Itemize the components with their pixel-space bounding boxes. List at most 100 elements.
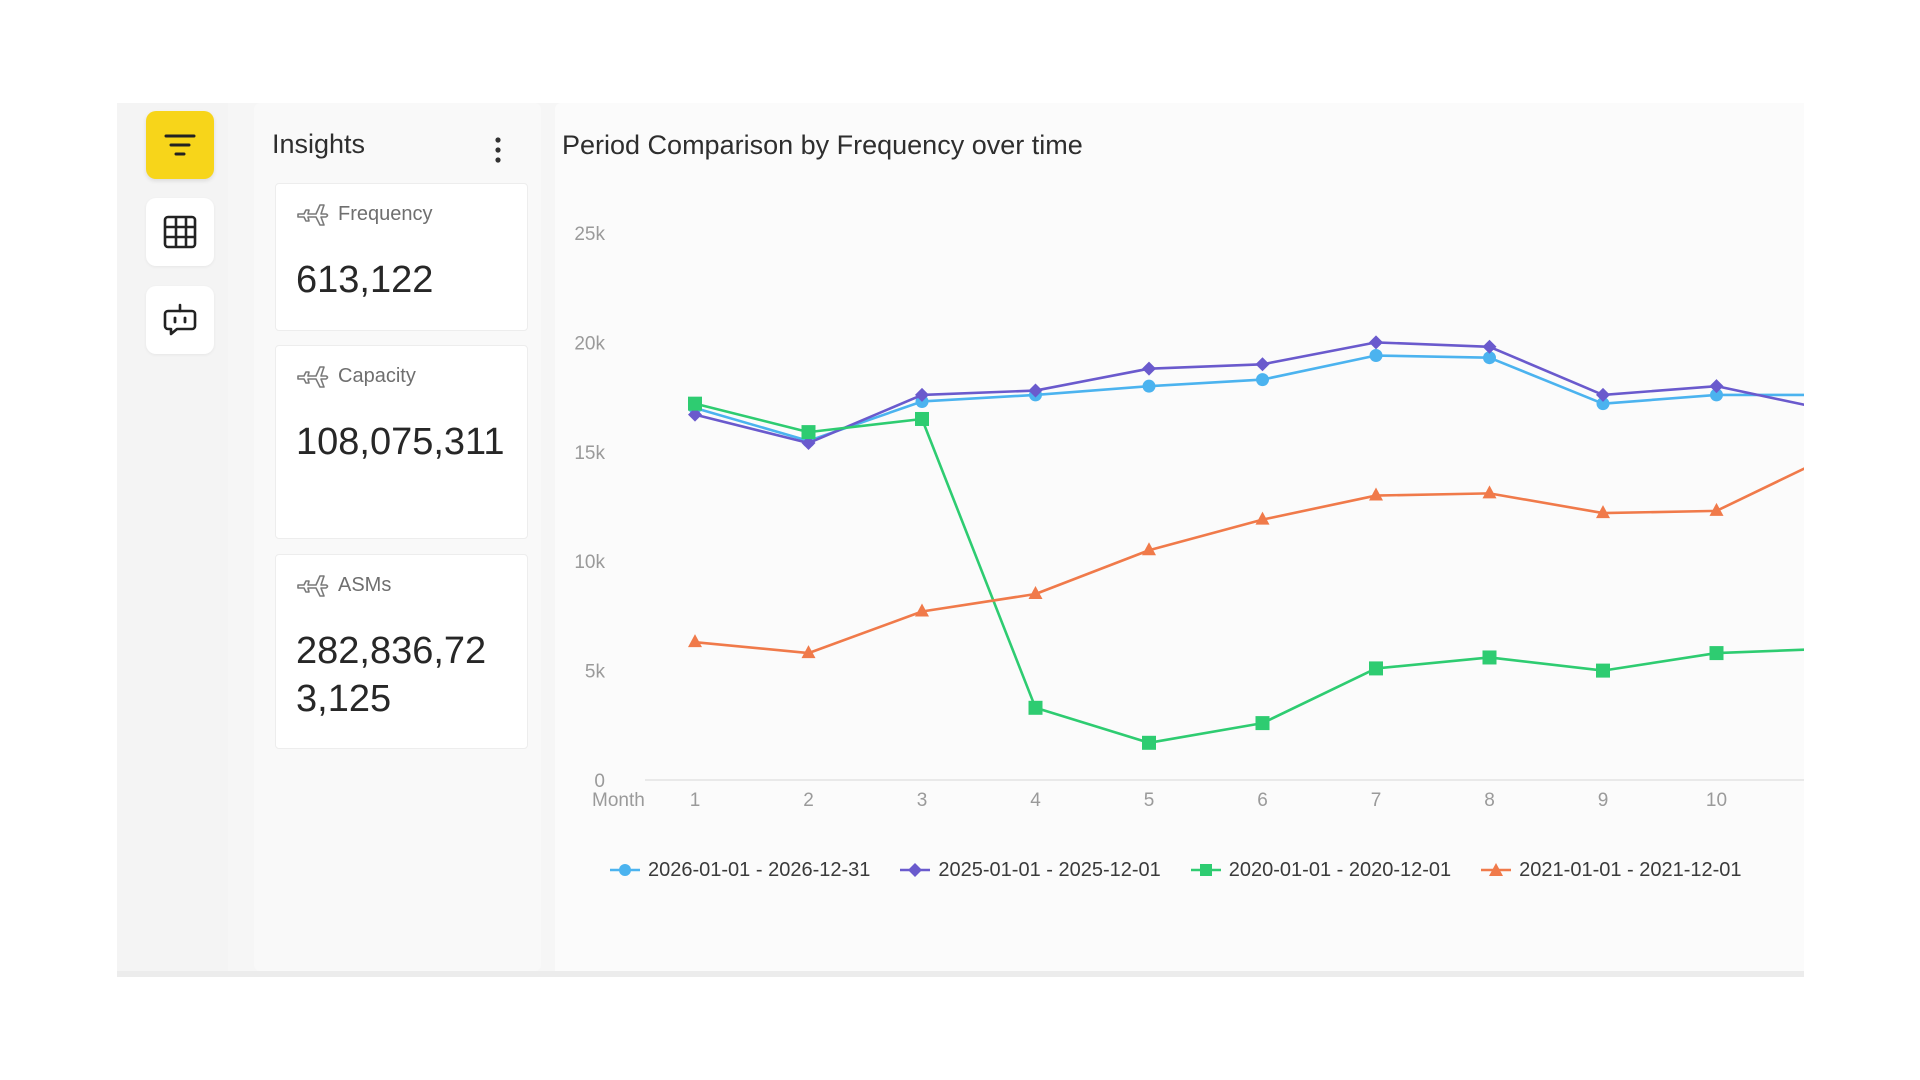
data-point	[1596, 663, 1610, 678]
x-tick-label: 5	[1144, 790, 1155, 811]
data-point	[1255, 511, 1270, 525]
x-tick-label: 9	[1598, 790, 1609, 811]
data-point	[688, 407, 702, 422]
insights-panel: Insights Frequency 613,122 Capa	[254, 103, 541, 971]
assistant-button[interactable]	[146, 286, 214, 354]
x-tick-label: 2	[803, 790, 814, 811]
legend-label: 2020-01-01 - 2020-12-01	[1228, 858, 1452, 881]
data-point	[1482, 485, 1497, 499]
x-tick-label: 8	[1484, 790, 1495, 811]
plane-icon	[297, 575, 329, 597]
data-point	[1596, 505, 1610, 519]
data-point	[801, 425, 816, 440]
data-point	[1255, 716, 1270, 731]
data-point	[1369, 335, 1383, 350]
x-tick-label: 10	[1706, 790, 1727, 811]
x-tick-label: 1	[690, 790, 701, 811]
robot-icon	[163, 303, 197, 336]
metric-card-capacity[interactable]: Capacity 108,075,311	[275, 345, 528, 539]
series-line-2	[694, 341, 1804, 445]
series-line-1	[694, 354, 1804, 443]
y-tick-label: 5k	[585, 662, 606, 683]
metric-header: Frequency	[296, 202, 433, 226]
data-point	[1142, 542, 1156, 556]
data-point	[1482, 339, 1497, 354]
data-point	[688, 396, 702, 411]
legend-label: 2025-01-01 - 2025-12-01	[938, 858, 1161, 881]
y-tick-label: 20k	[574, 333, 605, 354]
x-tick-label: 6	[1257, 790, 1268, 811]
data-point	[1709, 379, 1724, 394]
x-tick-label: 3	[917, 790, 928, 811]
metric-header: Capacity	[296, 364, 416, 388]
legend-marker	[1481, 863, 1512, 876]
data-point	[1256, 373, 1269, 387]
data-point	[1709, 646, 1724, 661]
data-point	[1369, 349, 1383, 363]
filter-icon	[164, 134, 196, 156]
data-point	[1482, 650, 1497, 665]
data-point	[801, 645, 816, 659]
data-point	[1028, 586, 1043, 600]
legend-item[interactable]: 2021-01-01 - 2021-12-01	[1481, 858, 1742, 882]
horizontal-scrollbar[interactable]	[117, 971, 1804, 977]
data-point	[1142, 735, 1156, 750]
kebab-menu-icon	[495, 137, 501, 163]
data-point	[915, 411, 929, 426]
table-view-button[interactable]	[146, 198, 214, 266]
line-chart[interactable]: 0 5k 10k 15k 20k 25k Month 1 2 3 4 5 6 7 8 9 10	[555, 103, 1804, 843]
metric-value: 108,075,311	[296, 421, 505, 463]
data-point	[915, 387, 929, 402]
side-rail	[117, 103, 228, 977]
data-point	[915, 603, 929, 617]
legend-marker	[1190, 864, 1221, 876]
y-tick-label: 25k	[574, 224, 605, 245]
legend-item[interactable]: 2020-01-01 - 2020-12-01	[1190, 858, 1452, 882]
data-point	[1255, 357, 1270, 372]
metric-label: ASMs	[338, 573, 392, 596]
metric-label: Capacity	[338, 364, 416, 387]
data-point	[688, 634, 702, 648]
filter-button[interactable]	[146, 111, 214, 179]
data-point	[1142, 361, 1156, 376]
legend-label: 2026-01-01 - 2026-12-31	[648, 858, 871, 881]
data-point	[1142, 379, 1156, 393]
data-point	[1709, 502, 1724, 516]
series-line-3	[694, 402, 1804, 745]
insights-title: Insights	[272, 129, 366, 159]
legend-marker	[610, 864, 640, 876]
x-tick-label: 7	[1371, 790, 1382, 811]
chart-legend: 2026-01-01 - 2026-12-31 2025-01-01 - 2025…	[610, 855, 1804, 885]
data-point	[1369, 661, 1383, 676]
y-tick-label: 10k	[574, 552, 605, 573]
series-line-4	[694, 467, 1804, 655]
y-tick-label: 0	[594, 771, 605, 792]
y-tick-label: 15k	[574, 443, 605, 464]
x-tick-label: 4	[1030, 790, 1041, 811]
more-options-button[interactable]	[484, 133, 512, 167]
chart-title: Period Comparison by Frequency over time	[562, 130, 1083, 160]
metric-value: 282,836,723,125	[296, 630, 487, 720]
data-point	[801, 436, 816, 451]
metric-card-asms[interactable]: ASMs 282,836,723,125	[275, 554, 528, 749]
metric-label: Frequency	[338, 202, 433, 225]
data-point	[1028, 700, 1043, 715]
legend-marker	[900, 863, 931, 877]
plane-icon	[297, 204, 329, 226]
chart-panel: Period Comparison by Frequency over time…	[555, 103, 1804, 971]
legend-item[interactable]: 2025-01-01 - 2025-12-01	[900, 858, 1161, 882]
data-point	[1596, 387, 1610, 402]
data-point	[1483, 351, 1496, 365]
metric-header: ASMs	[296, 573, 391, 597]
app-window: Insights Frequency 613,122 Capa	[117, 103, 1804, 977]
x-axis-label: Month	[592, 790, 645, 811]
plane-icon	[297, 366, 329, 388]
data-point	[1596, 397, 1610, 411]
legend-label: 2021-01-01 - 2021-12-01	[1519, 858, 1742, 881]
table-icon	[163, 215, 197, 249]
metric-value: 613,122	[296, 259, 434, 301]
legend-item[interactable]: 2026-01-01 - 2026-12-31	[610, 859, 870, 882]
data-point	[1028, 383, 1043, 398]
data-point	[1710, 388, 1723, 402]
metric-card-frequency[interactable]: Frequency 613,122	[275, 183, 528, 331]
